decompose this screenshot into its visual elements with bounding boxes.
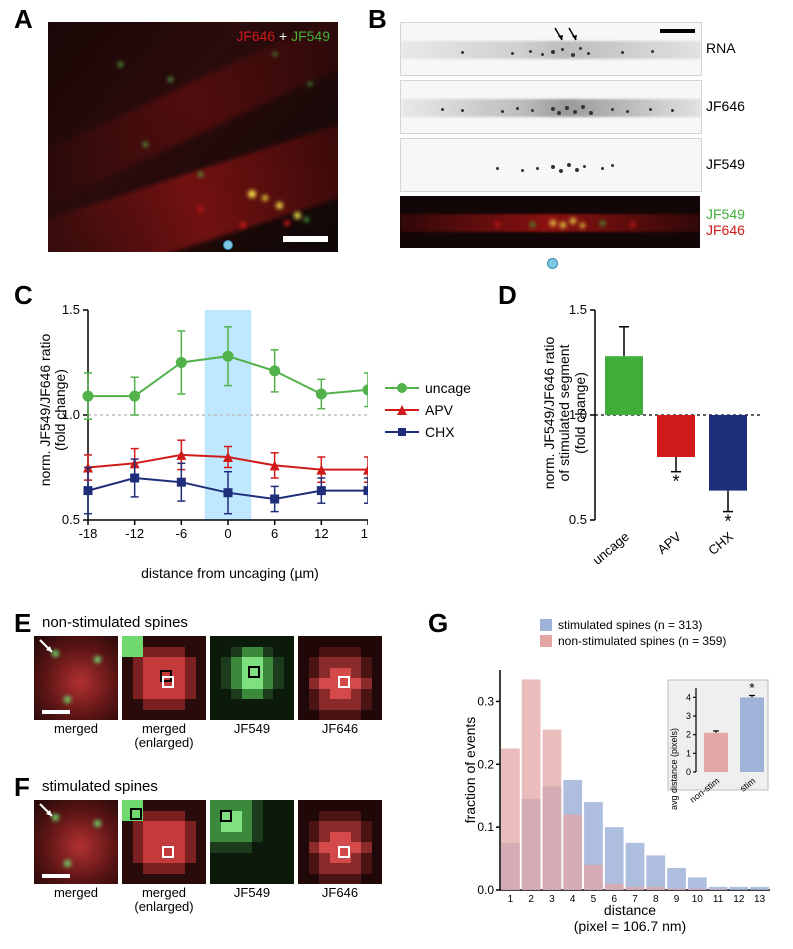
panel-label-a: A xyxy=(14,4,33,35)
plus-sep: + xyxy=(275,28,291,44)
legend-chx-label: CHX xyxy=(425,424,455,440)
panel-label-d: D xyxy=(498,280,517,311)
panel-label-f: F xyxy=(14,772,30,803)
svg-text:13: 13 xyxy=(754,894,766,905)
chart-d-ytitle: norm. JF549/JF646 ratio of stimulated se… xyxy=(542,298,588,528)
svg-text:0: 0 xyxy=(686,767,691,777)
scalebar-a xyxy=(283,236,328,242)
jf549-label: JF549 xyxy=(291,28,330,44)
chart-d: 0.51.01.5uncage*APV*CHX xyxy=(560,300,760,550)
uncaging-spot-icon xyxy=(223,240,233,250)
micrograph-a: JF646 + JF549 xyxy=(48,22,338,252)
svg-text:*: * xyxy=(672,472,679,492)
track-merge xyxy=(400,196,700,248)
track-jf646 xyxy=(400,80,702,134)
svg-text:6: 6 xyxy=(271,526,278,541)
track-label-rna: RNA xyxy=(706,40,736,56)
panel-e-title: non-stimulated spines xyxy=(42,614,188,631)
svg-text:0.2: 0.2 xyxy=(477,757,494,771)
svg-text:avg distance (pixels): avg distance (pixels) xyxy=(669,728,679,810)
legend-c: uncage APV CHX xyxy=(385,380,471,440)
legend-uncage-label: uncage xyxy=(425,380,471,396)
svg-text:-6: -6 xyxy=(176,526,188,541)
panel-label-c: C xyxy=(14,280,33,311)
svg-text:0.0: 0.0 xyxy=(477,883,494,897)
thumb-label-3: JF646 xyxy=(298,886,382,900)
legend-g: stimulated spines (n = 313) non-stimulat… xyxy=(540,618,726,648)
svg-text:2: 2 xyxy=(686,730,691,740)
svg-text:*: * xyxy=(749,679,755,695)
track-label-jf646: JF646 xyxy=(706,98,745,114)
track-rna xyxy=(400,22,702,76)
legend-uncage: uncage xyxy=(385,380,471,396)
svg-text:3: 3 xyxy=(686,711,691,721)
svg-text:12: 12 xyxy=(314,526,328,541)
svg-text:1: 1 xyxy=(508,894,514,905)
svg-text:APV: APV xyxy=(654,529,684,557)
thumb-label-1: merged (enlarged) xyxy=(122,886,206,913)
svg-text:1: 1 xyxy=(686,748,691,758)
svg-text:-18: -18 xyxy=(79,526,98,541)
thumbnails-f: merged merged (enlarged) JF549 JF646 xyxy=(34,800,386,930)
chart-c-ytitle: norm. JF549/JF646 ratio (fold change) xyxy=(38,300,69,520)
uncaging-spot-b-icon xyxy=(547,258,558,269)
thumb-0 xyxy=(34,636,118,720)
chart-g: 0.00.10.20.31234567891011121301234avg di… xyxy=(470,640,770,900)
thumb-2 xyxy=(210,800,294,884)
svg-text:4: 4 xyxy=(686,692,691,702)
legend-stim: stimulated spines (n = 313) xyxy=(540,618,726,632)
thumb-1 xyxy=(122,800,206,884)
scalebar-thumb xyxy=(42,874,70,878)
svg-text:-12: -12 xyxy=(125,526,144,541)
track-label-jf549: JF549 xyxy=(706,156,745,172)
svg-text:CHX: CHX xyxy=(705,529,736,558)
panel-label-g: G xyxy=(428,608,448,639)
legend-apv: APV xyxy=(385,402,471,418)
chart-c: 0.51.01.5-18-12-6061218 xyxy=(48,300,368,550)
thumb-3 xyxy=(298,800,382,884)
figure-root: A JF646 + JF549 B xyxy=(0,0,793,949)
merge-label-jf646: JF646 xyxy=(706,222,745,238)
chart-g-ytitle: fraction of events xyxy=(462,670,478,870)
arrow-icon xyxy=(38,638,58,663)
chart-g-xtitle: distance (pixel = 106.7 nm) xyxy=(520,902,740,934)
thumb-3 xyxy=(298,636,382,720)
track-jf549 xyxy=(400,138,702,192)
rna-arrow-icon xyxy=(551,26,581,44)
scalebar-thumb xyxy=(42,710,70,714)
thumb-label-0: merged xyxy=(34,722,118,736)
panel-b-container: RNA JF646 xyxy=(400,22,730,248)
thumb-1 xyxy=(122,636,206,720)
thumb-label-2: JF549 xyxy=(210,722,294,736)
svg-text:0.3: 0.3 xyxy=(477,694,494,708)
thumbnails-e: merged merged (enlarged) JF549 JF646 xyxy=(34,636,386,766)
scalebar-b xyxy=(660,29,695,33)
arrow-icon xyxy=(38,802,58,827)
legend-stim-label: stimulated spines (n = 313) xyxy=(558,618,702,632)
legend-nonstim-label: non-stimulated spines (n = 359) xyxy=(558,634,726,648)
legend-chx: CHX xyxy=(385,424,471,440)
merge-label-jf549: JF549 xyxy=(706,206,745,222)
svg-text:uncage: uncage xyxy=(590,529,632,568)
panel-f-title: stimulated spines xyxy=(42,778,158,795)
panel-label-b: B xyxy=(368,4,387,35)
svg-text:0.1: 0.1 xyxy=(477,820,494,834)
legend-nonstim: non-stimulated spines (n = 359) xyxy=(540,634,726,648)
svg-text:0: 0 xyxy=(224,526,231,541)
legend-apv-label: APV xyxy=(425,402,453,418)
thumb-label-3: JF646 xyxy=(298,722,382,736)
jf646-label: JF646 xyxy=(236,28,275,44)
thumb-label-2: JF549 xyxy=(210,886,294,900)
thumb-2 xyxy=(210,636,294,720)
thumb-0 xyxy=(34,800,118,884)
chart-c-xtitle: distance from uncaging (µm) xyxy=(120,565,340,581)
svg-text:18: 18 xyxy=(361,526,368,541)
panel-label-e: E xyxy=(14,608,31,639)
thumb-label-0: merged xyxy=(34,886,118,900)
thumb-label-1: merged (enlarged) xyxy=(122,722,206,749)
